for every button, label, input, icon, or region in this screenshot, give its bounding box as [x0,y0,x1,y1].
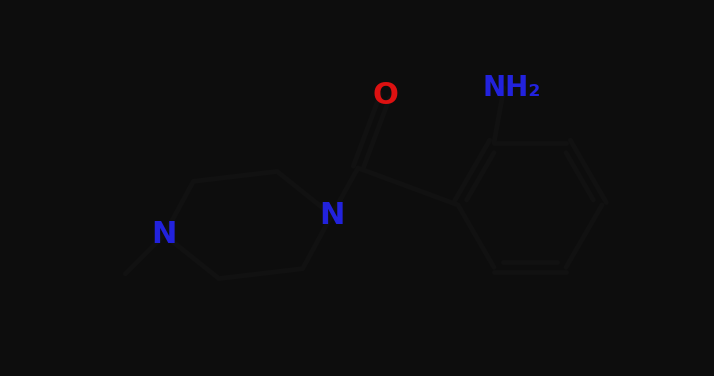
Text: N: N [151,220,177,249]
Text: N: N [319,201,344,230]
Text: NH₂: NH₂ [483,74,541,102]
Text: O: O [372,82,398,111]
